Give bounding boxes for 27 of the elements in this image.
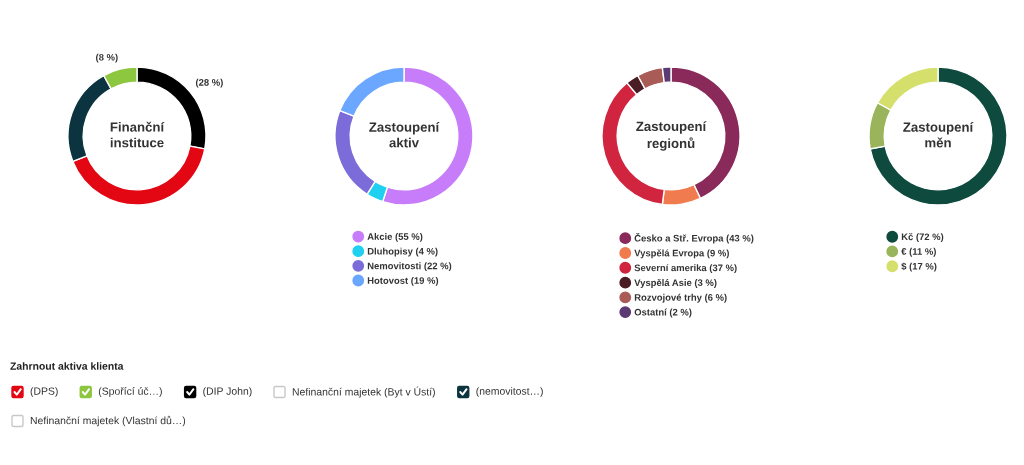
legend-label: Dluhopisy (4 %) <box>367 247 438 257</box>
text: (DPS) <box>30 387 58 397</box>
text: (DIP John) <box>203 387 252 397</box>
data-label: (8 %) <box>96 53 118 63</box>
legend-label: Česko a Stř. Evropa (43 %) <box>634 233 754 244</box>
legend-label: $ (17 %) <box>901 262 937 272</box>
legend-label: Severní amerika (37 %) <box>634 264 737 274</box>
donut-slice <box>869 66 1008 206</box>
text: Zahrnout aktiva klienta <box>10 362 124 370</box>
text: Zastoupení regionů <box>636 121 707 151</box>
text: Nefinanční majetek (Byt v Ústí) <box>292 386 435 398</box>
legend-label: Nemovitosti (22 %) <box>367 262 452 272</box>
text: (Spořící úč…) <box>98 387 162 397</box>
legend-label: Vyspělá Asie (3 %) <box>634 278 717 288</box>
legend-label: Kč (72 %) <box>901 233 944 243</box>
data-label: (28 %) <box>195 78 223 88</box>
legend-label: € (11 %) <box>901 247 936 257</box>
legend-label: Hotovost (19 %) <box>367 276 439 286</box>
legend-label: Vyspělá Evropa (9 %) <box>634 249 729 259</box>
legend-label: Akcie (55 %) <box>367 233 423 242</box>
text: Zastoupení měn <box>903 121 974 148</box>
text: Finanční instituce <box>110 121 165 148</box>
text: (nemovitost…) <box>476 387 543 397</box>
legend-label: Rozvojové trhy (6 %) <box>634 293 727 303</box>
legend-label: Ostatní (2 %) <box>634 308 692 318</box>
text: Nefinanční majetek (Vlastní dů…) <box>30 415 186 427</box>
text: Zastoupení aktiv <box>369 121 440 148</box>
